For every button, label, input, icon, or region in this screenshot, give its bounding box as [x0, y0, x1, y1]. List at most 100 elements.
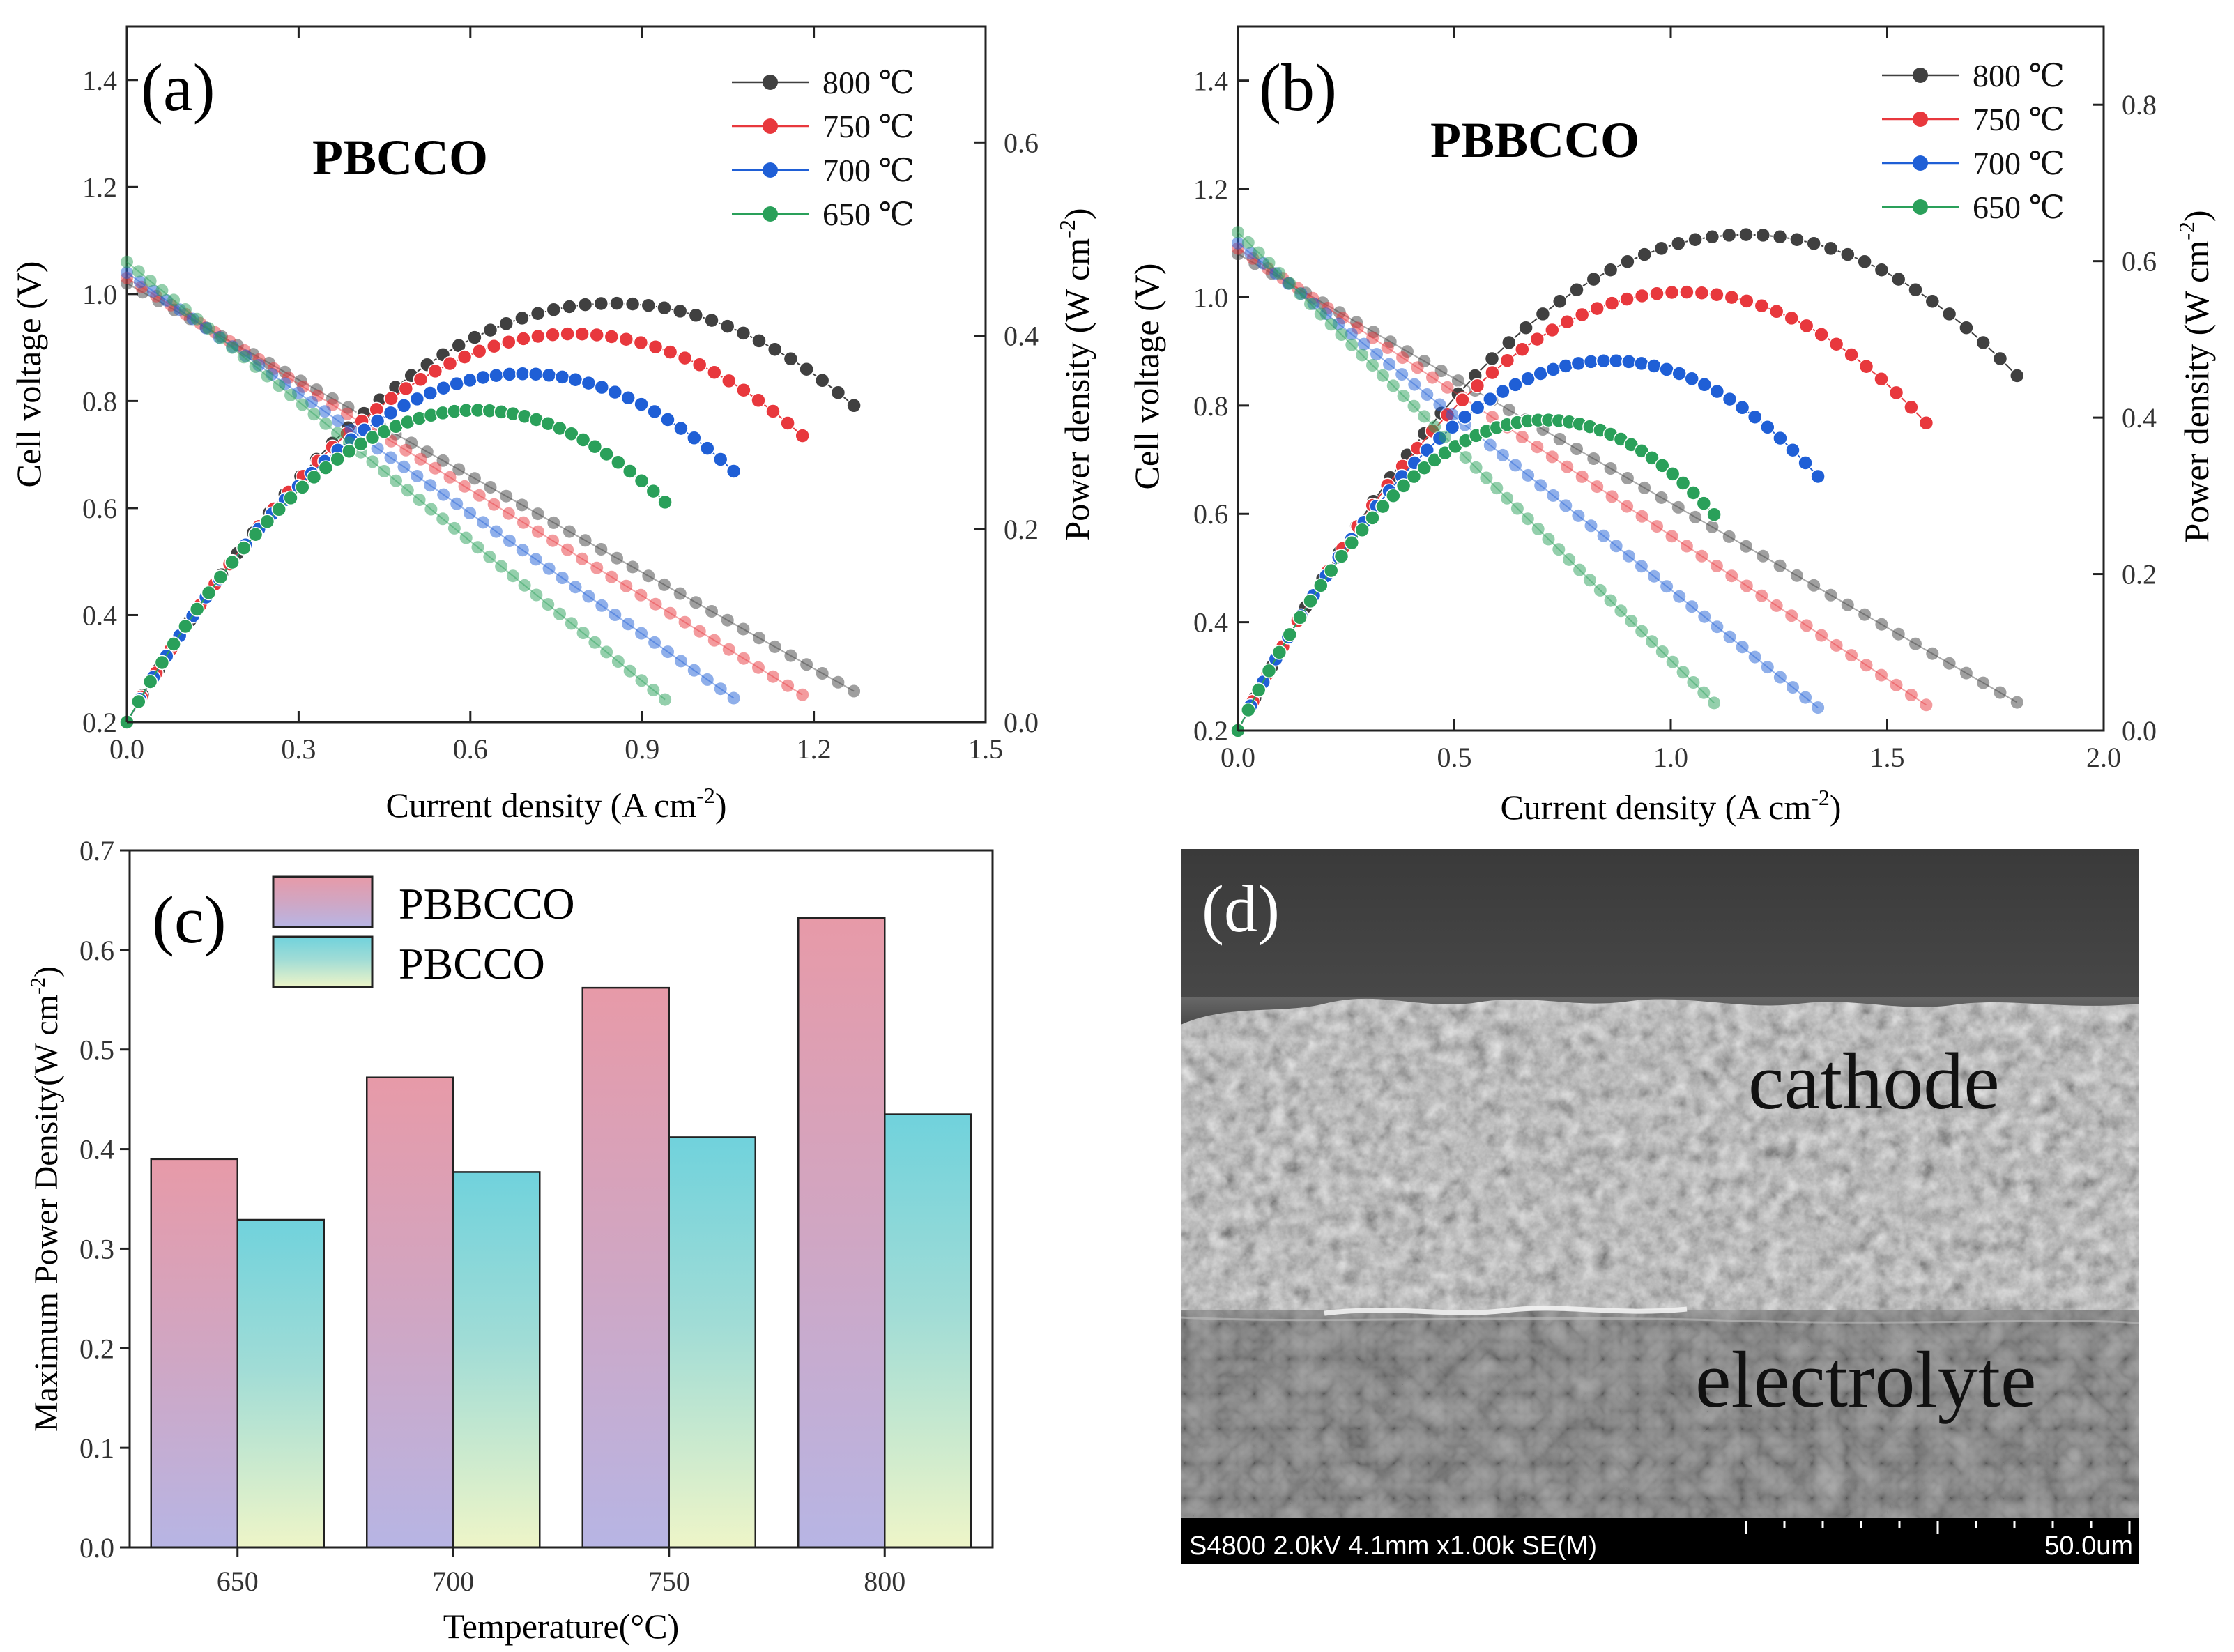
power-point	[482, 322, 498, 338]
voltage-point	[1904, 689, 1918, 701]
y-tick-label: 0.4	[82, 599, 117, 631]
voltage-point	[1604, 594, 1617, 607]
voltage-point	[1625, 615, 1638, 627]
voltage-point	[642, 569, 655, 583]
power-point	[1602, 262, 1619, 277]
power-point	[178, 618, 193, 634]
voltage-point	[767, 670, 779, 683]
bar-pbcco-700	[452, 1171, 541, 1549]
y-ticks-b: 0.2 0.4 0.6 0.8 1.0 1.2 1.4	[1193, 66, 1249, 747]
voltage-point	[1723, 630, 1736, 643]
voltage-point	[553, 607, 566, 620]
power-point	[1747, 409, 1763, 425]
voltage-point	[477, 516, 489, 529]
power-point	[545, 327, 560, 342]
voltage-point	[1651, 520, 1663, 533]
x-tick-label: 1.0	[1653, 742, 1688, 773]
power-point	[700, 441, 715, 456]
voltage-point	[622, 618, 635, 631]
voltage-point	[1451, 374, 1464, 388]
power-point	[1688, 231, 1703, 247]
power-point	[1722, 391, 1738, 407]
y2-tick-label: 0.0	[1004, 707, 1039, 738]
power-point	[1992, 351, 2008, 367]
power-point	[1583, 354, 1599, 369]
power-point	[1586, 271, 1602, 287]
chart-title: PBBCCO	[1430, 112, 1639, 168]
power-point	[704, 312, 719, 328]
power-point	[846, 398, 862, 413]
voltage-point	[1697, 686, 1711, 699]
power-point	[589, 327, 604, 343]
power-point	[622, 464, 638, 479]
power-point	[1772, 229, 1788, 245]
power-point	[735, 326, 751, 341]
power-point	[594, 379, 610, 395]
power-point	[673, 420, 689, 436]
power-point	[751, 333, 767, 349]
voltage-point	[781, 679, 795, 692]
y-axis-label: Cell voltage (V)	[1127, 263, 1166, 490]
voltage-point	[1426, 371, 1439, 384]
power-point	[1671, 236, 1686, 252]
power-point	[765, 404, 781, 419]
voltage-point	[1396, 351, 1409, 365]
voltage-point	[1635, 510, 1648, 523]
y2-tick-label: 0.0	[2122, 715, 2157, 747]
power-point	[449, 376, 464, 392]
voltage-point	[319, 417, 332, 430]
voltage-point	[658, 578, 671, 591]
power-point	[1469, 400, 1485, 415]
panel-c: 650 700 750 800 0.0 0.1 0.2 0.3 0.4 0.5 0.6 0.7 (c…	[26, 835, 994, 1646]
voltage-point	[1687, 676, 1700, 689]
power-point	[1533, 366, 1548, 381]
power-point	[475, 369, 491, 385]
power-point	[611, 454, 626, 471]
voltage-point	[1553, 433, 1566, 445]
voltage-point	[443, 471, 457, 484]
voltage-point	[1428, 420, 1441, 434]
voltage-point	[1909, 637, 1922, 650]
voltage-point	[531, 507, 544, 521]
voltage-point	[611, 551, 623, 565]
voltage-point	[459, 531, 473, 544]
power-point	[1840, 247, 1856, 262]
y2-tick-label: 0.4	[1004, 321, 1039, 352]
panel-d: (d) cathode electrolyte S4800 2.0kV 4.1m…	[1181, 849, 2139, 1564]
voltage-point	[1748, 650, 1761, 664]
voltage-point	[714, 682, 727, 696]
x-axis-label: Temperature(°C)	[443, 1607, 680, 1646]
power-point	[201, 585, 217, 601]
legend-marker	[763, 162, 778, 178]
voltage-point	[576, 552, 589, 565]
voltage-point	[626, 560, 639, 574]
power-point	[398, 381, 414, 397]
voltage-point	[1959, 666, 1973, 680]
voltage-point	[1386, 379, 1400, 392]
voltage-point	[1638, 481, 1651, 494]
y2-tick-label: 0.6	[2122, 246, 2157, 277]
power-point	[541, 367, 557, 383]
legend-item-700: 700 ℃	[1882, 146, 2065, 181]
voltage-point	[1469, 461, 1483, 474]
power-point	[1755, 227, 1771, 243]
voltage-point	[1480, 471, 1493, 484]
power-point	[1754, 298, 1770, 314]
voltage-point	[531, 525, 544, 538]
voltage-point	[800, 658, 813, 671]
voltage-point	[471, 541, 484, 554]
power-point	[1789, 231, 1805, 247]
voltage-point	[436, 512, 450, 526]
voltage-point	[530, 588, 543, 602]
power-point	[1354, 522, 1370, 538]
panel-label: (b)	[1259, 50, 1337, 125]
legend-marker	[1913, 155, 1928, 171]
voltage-point	[1345, 328, 1358, 341]
voltage-point	[529, 553, 542, 566]
power-point	[688, 307, 704, 323]
power-point	[1679, 284, 1694, 300]
voltage-point	[133, 275, 146, 289]
voltage-point	[1587, 452, 1600, 465]
y-tick-label: 0.6	[82, 493, 117, 524]
voltage-point	[1799, 691, 1812, 704]
